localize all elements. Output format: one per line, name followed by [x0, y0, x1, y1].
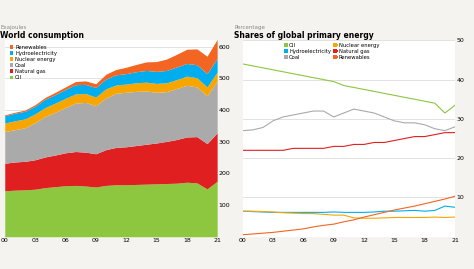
- Text: Percentage: Percentage: [234, 24, 265, 30]
- Legend: Renewables, Hydroelectricity, Nuclear energy, Coal, Natural gas, Oil: Renewables, Hydroelectricity, Nuclear en…: [9, 45, 57, 80]
- Text: Exajoules: Exajoules: [0, 24, 27, 30]
- Text: Shares of global primary energy: Shares of global primary energy: [234, 31, 374, 40]
- Text: World consumption: World consumption: [0, 31, 84, 40]
- Legend: Oil, Hydroelectricity, Coal, Nuclear energy, Natural gas, Renewables: Oil, Hydroelectricity, Coal, Nuclear ene…: [284, 43, 379, 60]
